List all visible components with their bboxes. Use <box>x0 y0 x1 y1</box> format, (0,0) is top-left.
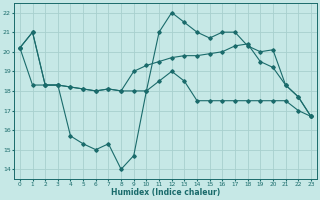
X-axis label: Humidex (Indice chaleur): Humidex (Indice chaleur) <box>111 188 220 197</box>
